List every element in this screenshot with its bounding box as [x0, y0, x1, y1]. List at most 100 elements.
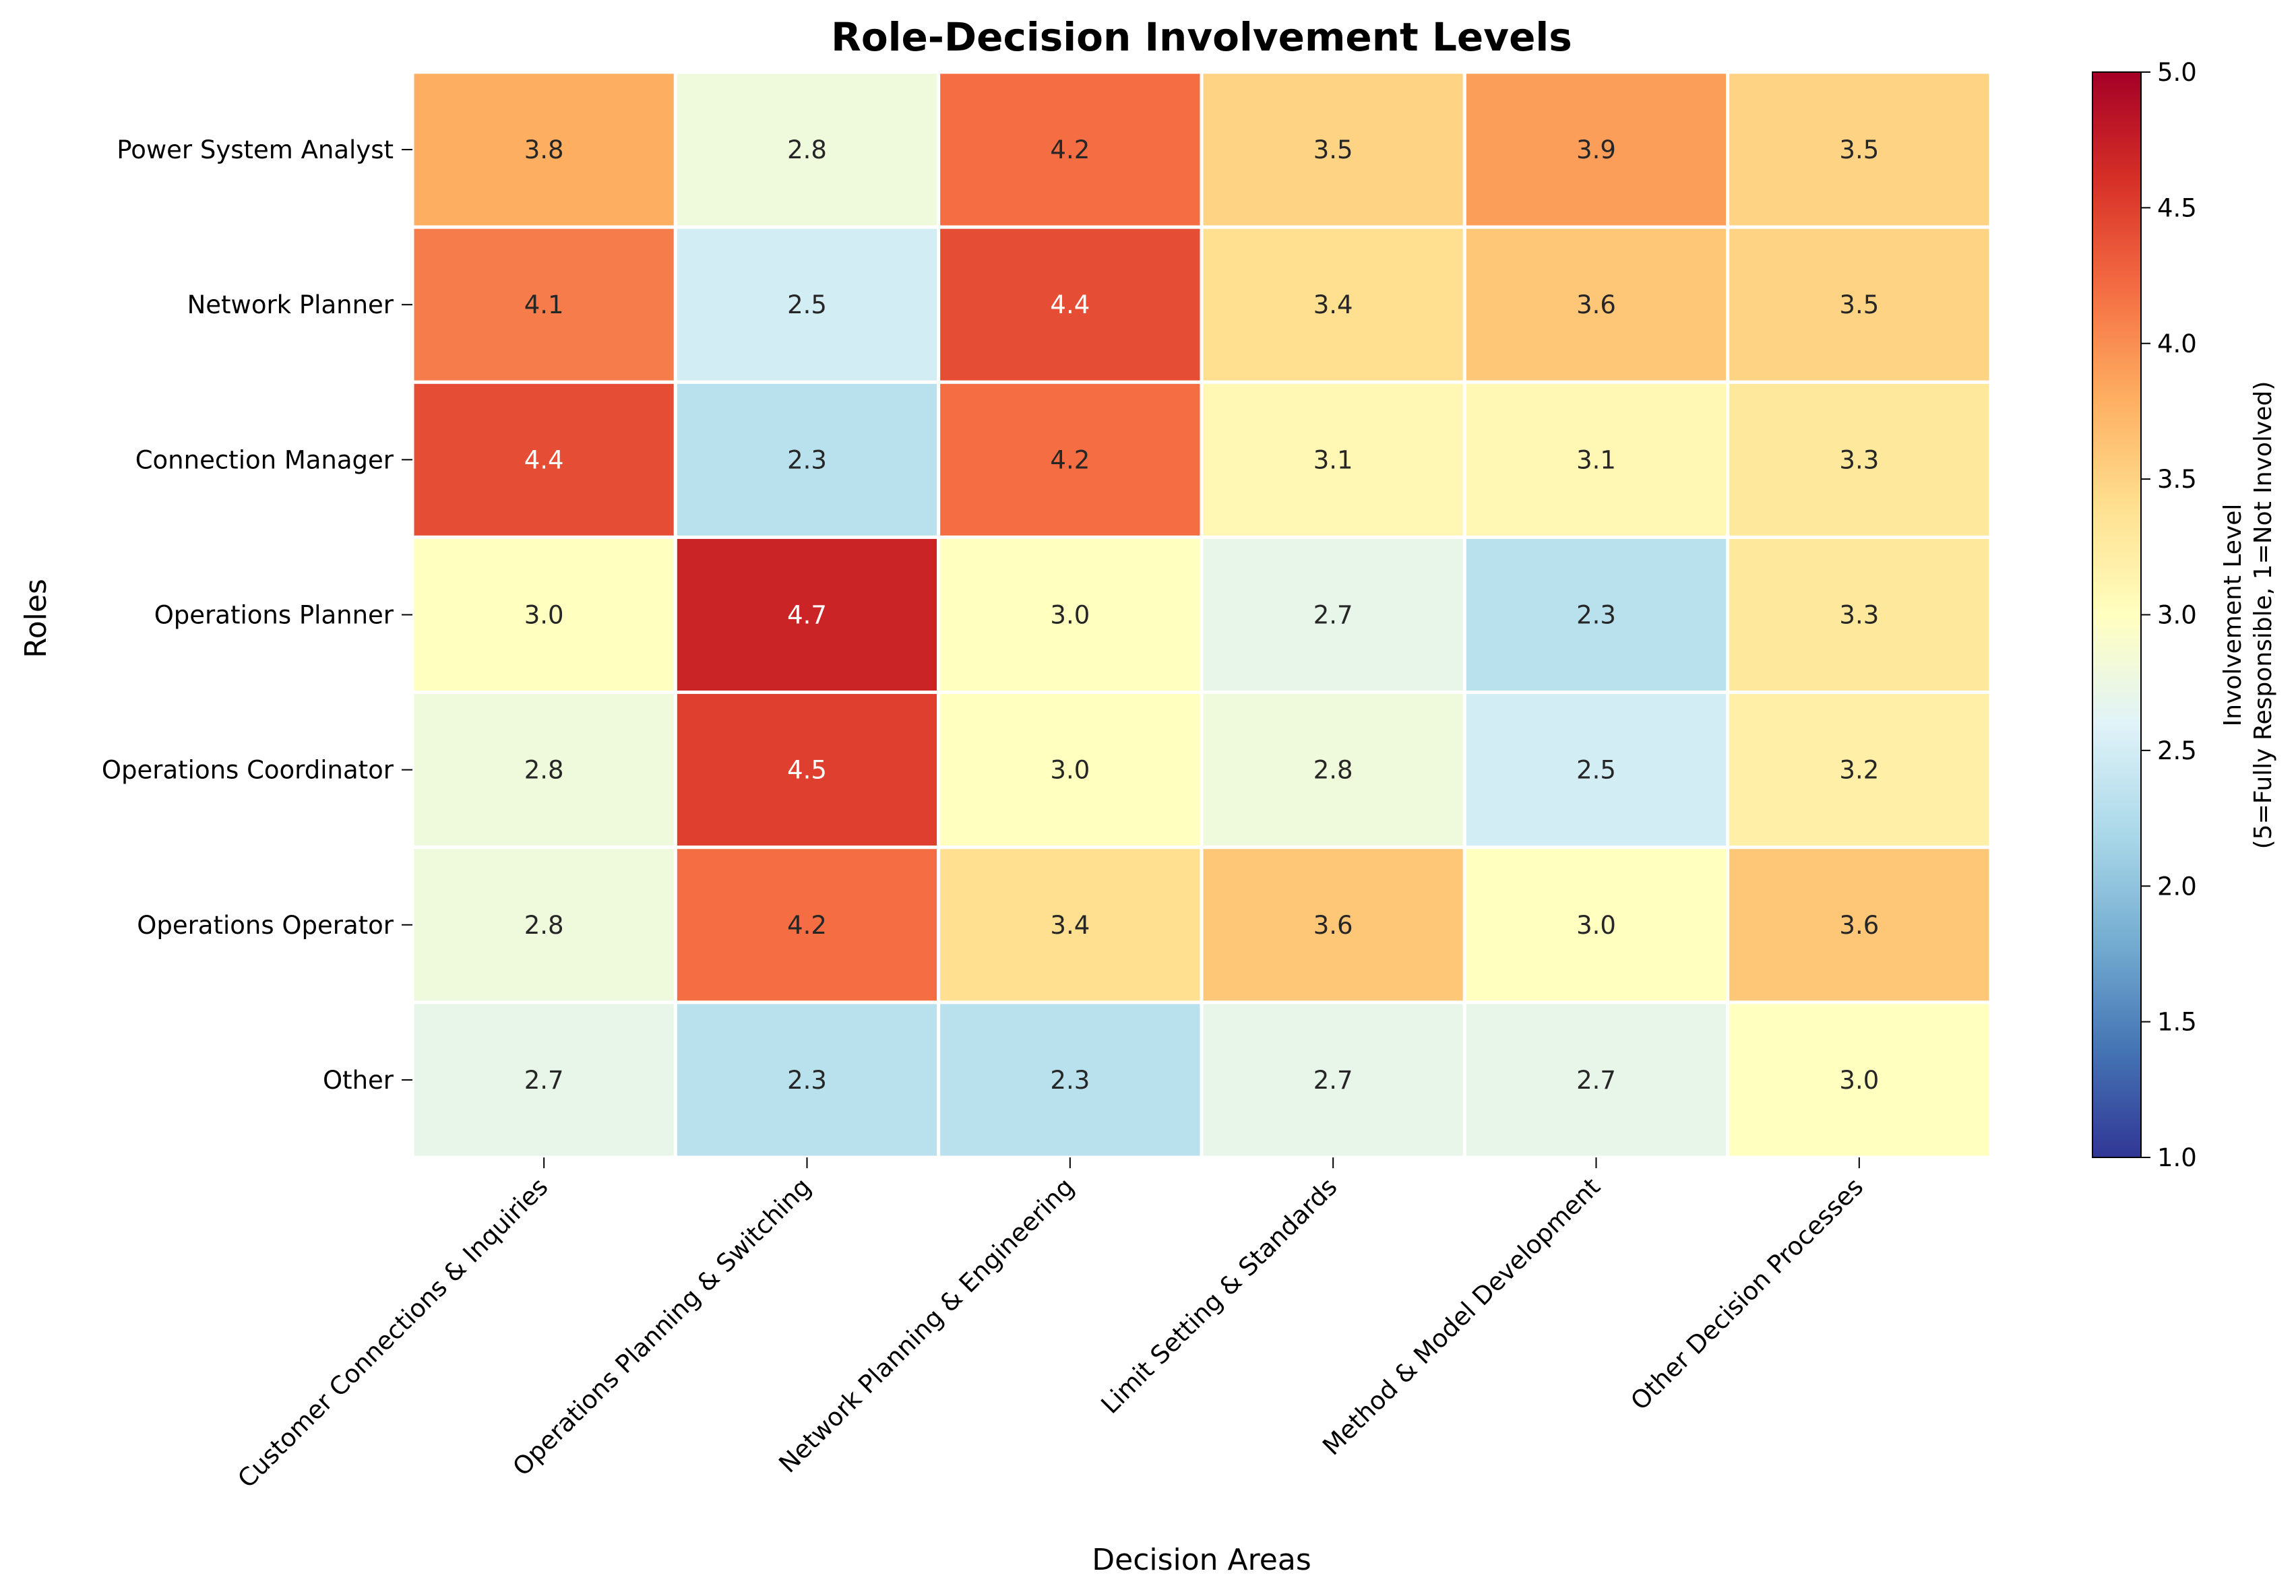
heatmap-cell: [1726, 535, 1993, 695]
cell-value-label: 4.5: [787, 756, 827, 785]
heatmap-cells: [410, 70, 1993, 1159]
x-axis-label: Decision Areas: [1092, 1543, 1311, 1577]
chart-title: Role-Decision Involvement Levels: [831, 14, 1572, 60]
heatmap-cell: [1200, 535, 1466, 695]
cell-value-label: 4.4: [524, 445, 564, 474]
cell-value-label: 3.0: [524, 601, 564, 630]
heatmap-cell: [1200, 1000, 1466, 1159]
cell-value-label: 3.5: [1839, 135, 1879, 164]
heatmap-cell: [673, 535, 941, 695]
x-tick-label: Network Planning & Engineering: [774, 1172, 1080, 1479]
colorbar-label-line1: Involvement Level: [2219, 504, 2247, 727]
cell-value-label: 3.9: [1576, 135, 1616, 164]
heatmap-cell: [937, 535, 1204, 695]
y-tick-label: Other: [323, 1066, 394, 1095]
colorbar-tick-label: 2.5: [2157, 736, 2197, 765]
cell-value-label: 3.5: [1839, 290, 1879, 319]
heatmap-cell: [410, 691, 677, 850]
heatmap-cell: [937, 70, 1204, 229]
cell-value-label: 2.7: [524, 1066, 564, 1095]
cell-value-label: 4.2: [1050, 135, 1090, 164]
cell-value-label: 2.8: [524, 756, 564, 785]
heatmap-cell: [1726, 225, 1993, 384]
cell-value-label: 3.1: [1313, 445, 1353, 474]
cell-value-label: 3.6: [1839, 911, 1879, 940]
cell-value-label: 3.6: [1313, 911, 1353, 940]
heatmap-cell: [1726, 1000, 1993, 1159]
heatmap-cell: [1200, 225, 1466, 384]
heatmap-cell: [1462, 691, 1730, 850]
cell-value-label: 3.4: [1050, 911, 1090, 940]
x-tick-label: Method & Model Development: [1317, 1172, 1606, 1461]
colorbar-label-line2: (5=Fully Responsible, 1=Not Involved): [2250, 381, 2277, 850]
x-axis: Customer Connections & InquiriesOperatio…: [232, 1157, 1869, 1494]
cell-value-label: 3.1: [1576, 445, 1616, 474]
cell-value-label: 2.7: [1313, 601, 1353, 630]
heatmap-cell: [410, 1000, 677, 1159]
y-tick-label: Operations Planner: [154, 601, 394, 630]
cell-value-label: 3.3: [1839, 601, 1879, 630]
heatmap-cell: [410, 535, 677, 695]
cell-value-label: 3.5: [1313, 135, 1353, 164]
colorbar-tick-label: 2.0: [2157, 872, 2197, 901]
cell-value-label: 2.5: [787, 290, 827, 319]
cell-value-label: 4.7: [787, 601, 827, 630]
cell-value-label: 2.3: [787, 1066, 827, 1095]
heatmap-cell: [1462, 535, 1730, 695]
y-axis: Power System Analyst Network Planner Conne…: [102, 135, 412, 1095]
heatmap-cell: [1726, 691, 1993, 850]
heatmap-cell: [1726, 845, 1993, 1004]
heatmap-cell: [1462, 380, 1730, 539]
cell-value-label: 2.3: [1050, 1066, 1090, 1095]
cell-value-label: 2.7: [1576, 1066, 1616, 1095]
heatmap-cell: [410, 845, 677, 1004]
heatmap-cell: [673, 70, 941, 229]
y-tick-label: Operations Operator: [137, 911, 394, 940]
cell-value-label: 2.8: [1313, 756, 1353, 785]
y-tick-label: Operations Coordinator: [102, 756, 394, 785]
colorbar-gradient: [2092, 72, 2141, 1157]
cell-value-label: 2.5: [1576, 756, 1616, 785]
cell-value-label: 2.3: [787, 445, 827, 474]
cell-value-labels: 3.8 2.8 4.2 3.5 3.9 3.5 4.1 2.5 4.4 3.4 3.6 3.5 4.4 2…: [524, 135, 1880, 1095]
cell-value-label: 2.7: [1313, 1066, 1353, 1095]
colorbar-tick-label: 4.5: [2157, 193, 2197, 222]
heatmap-cell: [937, 691, 1204, 850]
heatmap-cell: [673, 225, 941, 384]
colorbar-tick-label: 3.5: [2157, 465, 2197, 494]
colorbar: 1.0 1.5 2.0 2.5 3.0 3.5 4.0 4.5 5.0 Involvement …: [2092, 58, 2277, 1172]
colorbar-tick-label: 3.0: [2157, 601, 2197, 630]
cell-value-label: 4.4: [1050, 290, 1090, 319]
y-axis-label: Roles: [19, 579, 53, 658]
y-tick-label: Power System Analyst: [117, 135, 394, 164]
heatmap-cell: [1726, 70, 1993, 229]
cell-value-label: 4.2: [1050, 445, 1090, 474]
cell-value-label: 3.0: [1839, 1066, 1879, 1095]
heatmap-cell: [410, 70, 677, 229]
cell-value-label: 3.6: [1576, 290, 1616, 319]
cell-value-label: 3.2: [1839, 756, 1879, 785]
cell-value-label: 3.8: [524, 135, 564, 164]
cell-value-label: 3.0: [1576, 911, 1616, 940]
cell-value-label: 3.0: [1050, 601, 1090, 630]
heatmap-cell: [673, 380, 941, 539]
y-tick-label: Connection Manager: [135, 445, 394, 474]
cell-value-label: 2.8: [524, 911, 564, 940]
cell-value-label: 4.2: [787, 911, 827, 940]
heatmap-cell: [1726, 380, 1993, 539]
x-tick-label: Customer Connections & Inquiries: [232, 1172, 554, 1494]
cell-value-label: 3.3: [1839, 445, 1879, 474]
cell-value-label: 2.3: [1576, 601, 1616, 630]
x-tick-label: Operations Planning & Switching: [507, 1172, 817, 1481]
y-tick-label: Network Planner: [187, 290, 394, 319]
colorbar-tick-label: 1.5: [2157, 1008, 2197, 1037]
heatmap-cell: [937, 1000, 1204, 1159]
cell-value-label: 3.0: [1050, 756, 1090, 785]
colorbar-tick-label: 1.0: [2157, 1143, 2197, 1172]
colorbar-ticks: 1.0 1.5 2.0 2.5 3.0 3.5 4.0 4.5 5.0: [2141, 58, 2197, 1172]
cell-value-label: 2.8: [787, 135, 827, 164]
colorbar-tick-label: 5.0: [2157, 58, 2197, 87]
colorbar-tick-label: 4.0: [2157, 329, 2197, 358]
heatmap-cell: [1200, 380, 1466, 539]
